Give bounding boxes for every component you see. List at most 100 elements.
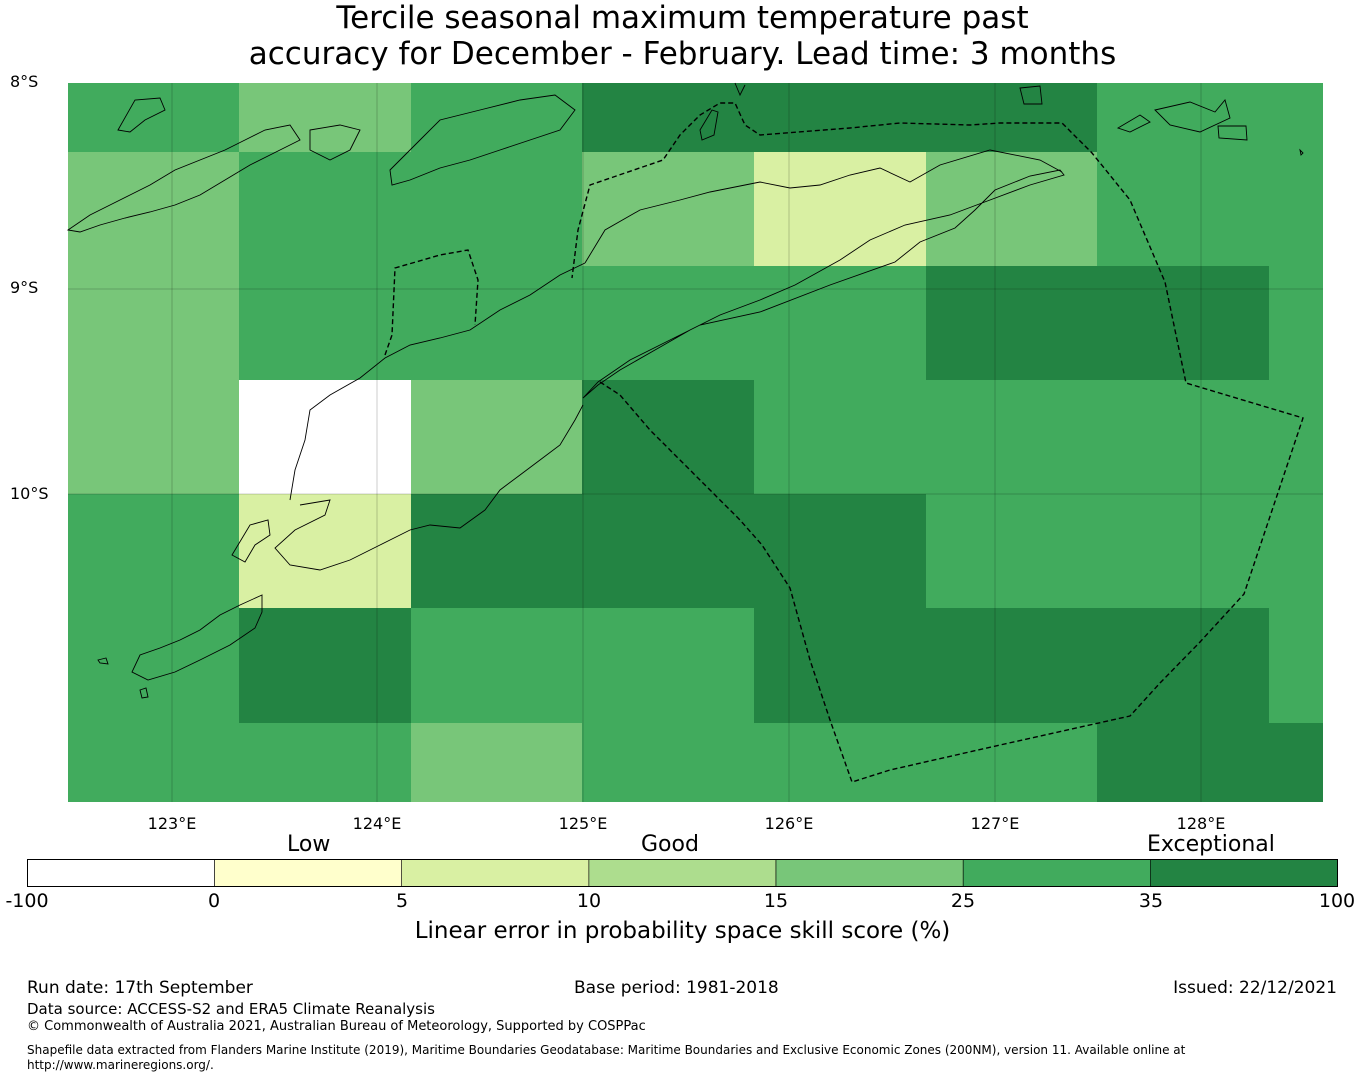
grid-cell — [1269, 152, 1323, 266]
atauro-coastline — [699, 109, 719, 141]
grid-cell — [1269, 494, 1323, 608]
grid-cell — [754, 380, 926, 494]
timor-west-coast — [289, 262, 586, 501]
colorbar-tick: -100 — [5, 890, 49, 912]
grid-cell — [1097, 494, 1269, 608]
colorbar-segment — [775, 859, 964, 887]
colorbar-segment — [27, 859, 215, 887]
colorbar-label-exceptional: Exceptional — [1147, 832, 1275, 857]
grid-cell — [926, 494, 1097, 608]
grid-cell — [239, 266, 411, 380]
grid-cell — [582, 152, 754, 266]
grid-cell — [68, 494, 239, 608]
timor-north-coast — [584, 149, 1063, 264]
colorbar-segment — [588, 859, 777, 887]
leti-coastline — [1154, 99, 1231, 133]
oecusse-eez-boundary — [384, 249, 479, 356]
colorbar-title: Linear error in probability space skill … — [414, 918, 951, 944]
grid-cell — [582, 494, 754, 608]
alor-coastline — [389, 94, 576, 186]
grid-cell — [582, 83, 754, 152]
grid-cell — [411, 152, 582, 266]
map-title-line-2: accuracy for December - February. Lead t… — [248, 36, 1117, 72]
grid-cell — [239, 723, 411, 802]
grid-cell — [68, 83, 239, 152]
colorbar — [27, 859, 1338, 887]
grid-cell — [1269, 380, 1323, 494]
grid-cell — [754, 83, 926, 152]
grid-cell — [582, 380, 754, 494]
colorbar-segment — [1150, 859, 1338, 887]
coastlines — [66, 82, 1304, 699]
rote-island-coastline — [131, 594, 263, 681]
issued-date: Issued: 22/12/2021 — [1173, 978, 1337, 998]
colorbar-tick: 25 — [950, 890, 976, 912]
grid-cell — [582, 266, 754, 380]
data-source: Data source: ACCESS-S2 and ERA5 Climate … — [27, 1000, 435, 1018]
lon-label-126e: 126°E — [764, 814, 814, 833]
run-date: Run date: 17th September — [27, 978, 253, 998]
shapefile-credit: Shapefile data extracted from Flanders M… — [27, 1043, 1186, 1072]
grid-cell — [754, 494, 926, 608]
flores-coastline — [66, 124, 301, 233]
lat-label-10s: 10°S — [10, 484, 49, 503]
small-islet — [1299, 148, 1304, 156]
grid-cell — [239, 608, 411, 723]
lat-label-9s: 9°S — [10, 278, 39, 297]
grid-cell — [1097, 152, 1269, 266]
grid-cell — [926, 723, 1097, 802]
colorbar-tick: 0 — [207, 890, 221, 912]
grid-cell — [1269, 608, 1323, 723]
colorbar-segment — [214, 859, 403, 887]
colorbar-label-good: Good — [641, 832, 699, 857]
skill-grid — [68, 83, 1323, 802]
colorbar-tick: 5 — [395, 890, 409, 912]
grid-cell — [239, 83, 411, 152]
grid-cell — [68, 723, 239, 802]
graticule — [68, 83, 1323, 802]
small-island-coastline — [97, 657, 109, 665]
colorbar-tick: 35 — [1138, 890, 1164, 912]
copyright: © Commonwealth of Australia 2021, Austra… — [27, 1019, 646, 1034]
colorbar-tick: 15 — [763, 890, 789, 912]
colorbar-label-low: Low — [287, 832, 331, 857]
grid-cell — [926, 266, 1097, 380]
grid-cell — [1097, 608, 1269, 723]
base-period: Base period: 1981-2018 — [574, 978, 779, 998]
grid-cell — [411, 380, 582, 494]
grid-cell — [1097, 723, 1269, 802]
grid-cell — [411, 266, 582, 380]
lat-label-8s: 8°S — [10, 72, 39, 91]
grid-cell — [754, 608, 926, 723]
grid-cell — [1097, 380, 1269, 494]
grid-cell — [926, 608, 1097, 723]
grid-cell — [411, 494, 582, 608]
grid-cell — [1269, 83, 1323, 152]
grid-cell — [1097, 83, 1269, 152]
grid-cell — [754, 152, 926, 266]
semau-island-coastline — [231, 519, 271, 563]
grid-cell — [68, 266, 239, 380]
kisar-coastline — [734, 82, 746, 97]
moa-coastline — [1217, 125, 1248, 141]
grid-cell — [926, 83, 1097, 152]
colorbar-segment — [962, 859, 1151, 887]
pantar-alor-coastline — [309, 124, 361, 161]
grid-cell — [582, 723, 754, 802]
timor-south-coast — [274, 404, 584, 571]
grid-cell — [754, 723, 926, 802]
lon-label-128e: 128°E — [1176, 814, 1226, 833]
colorbar-tick: 100 — [1318, 890, 1356, 912]
grid-cell — [1097, 266, 1269, 380]
lon-label-127e: 127°E — [970, 814, 1020, 833]
grid-cell — [1269, 723, 1323, 802]
lembata-coastline — [117, 97, 166, 133]
grid-cell — [68, 380, 239, 494]
grid-cell — [411, 608, 582, 723]
small-island-coastline-2 — [139, 687, 149, 699]
grid-cell — [926, 380, 1097, 494]
colorbar-tick: 10 — [576, 890, 602, 912]
grid-cell — [582, 608, 754, 723]
grid-cell — [411, 723, 582, 802]
romang-coastline — [1116, 114, 1151, 133]
